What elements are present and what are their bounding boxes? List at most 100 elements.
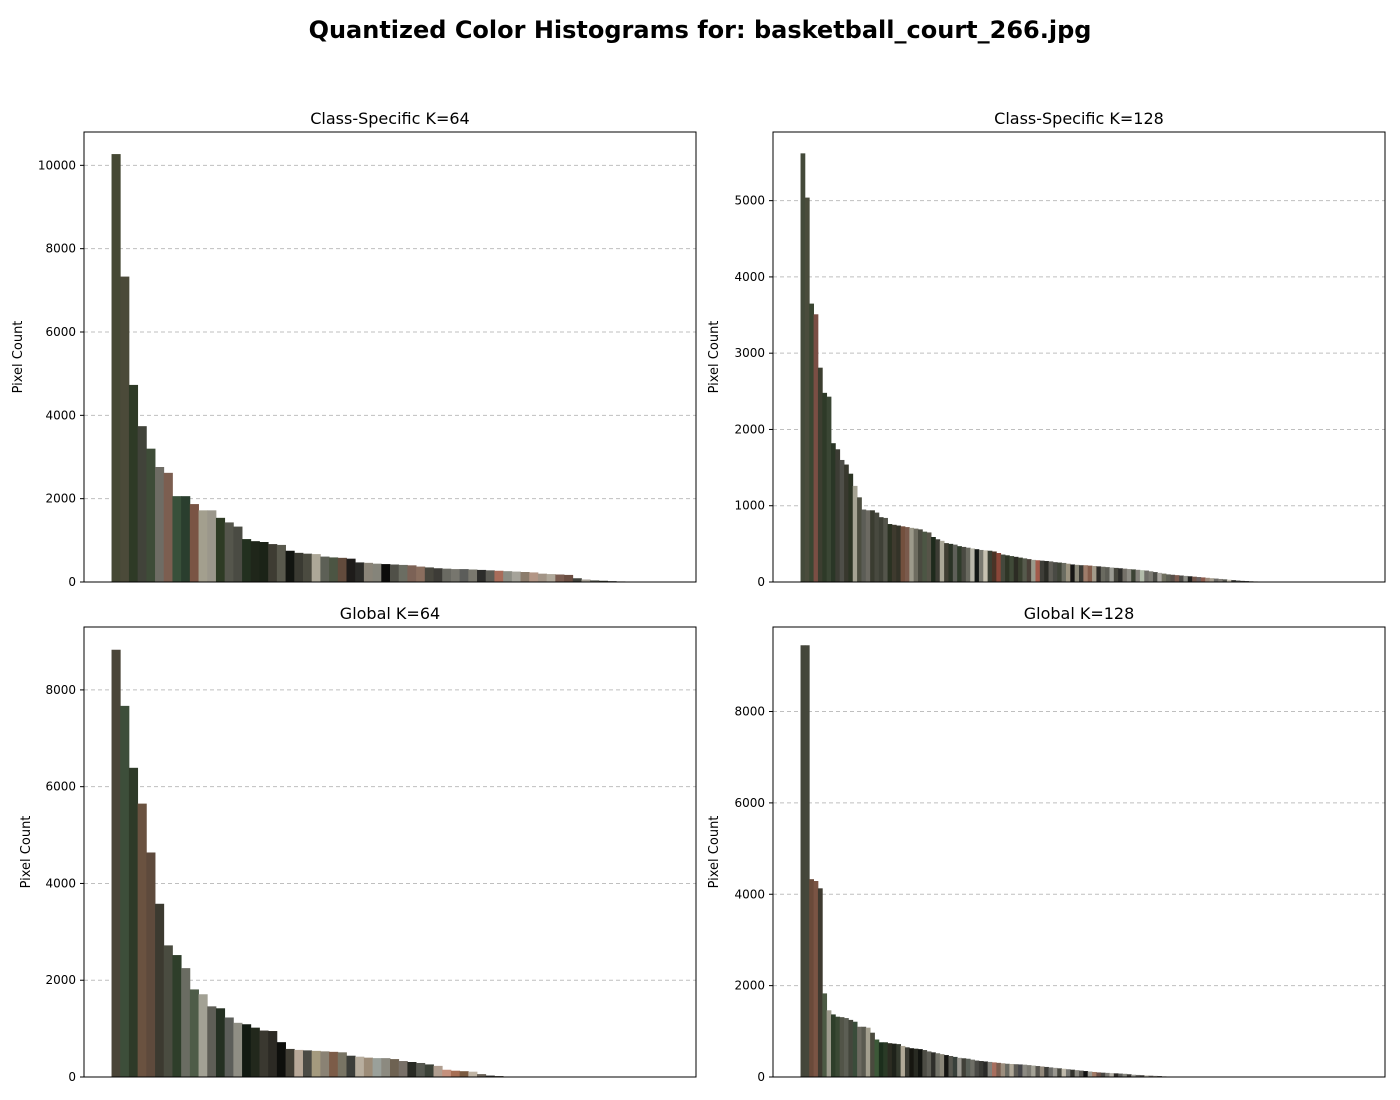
bar-48 [1009, 1063, 1015, 1077]
bar-53 [1031, 559, 1036, 582]
bar-47 [1005, 555, 1010, 582]
bar-18 [878, 1042, 884, 1077]
chart-panel-global-k128: 0 2000 4000 6000 8000 Global K=128 Pixel Count [707, 604, 1386, 1084]
bar-39 [970, 548, 975, 582]
bar-68 [1096, 566, 1102, 582]
bar-26 [913, 528, 919, 582]
bar-80 [1148, 1075, 1154, 1077]
bar-35 [952, 544, 958, 582]
bar-13 [857, 1026, 862, 1077]
bar-17 [259, 1030, 269, 1077]
bar-24 [320, 1051, 330, 1077]
bar-10 [844, 1018, 849, 1077]
bar-3 [137, 426, 147, 582]
bar-25 [909, 1048, 915, 1077]
bar-83 [1161, 573, 1167, 582]
bar-39 [450, 1070, 461, 1077]
bar-6 [826, 396, 832, 582]
bar-4 [817, 888, 823, 1077]
bar-16 [870, 1032, 875, 1077]
bar-10 [198, 994, 208, 1077]
bar-66 [1087, 1071, 1093, 1077]
bar-80 [1148, 571, 1154, 582]
bar-60 [1061, 1068, 1067, 1077]
panel-title: Global K=64 [340, 604, 440, 623]
y-tick-label: 2000 [734, 422, 765, 436]
bar-36 [424, 1064, 434, 1077]
bar-72 [1113, 567, 1119, 582]
bar-34 [407, 1062, 417, 1077]
bar-1 [120, 276, 130, 582]
bar-23 [900, 1045, 906, 1077]
bar-4 [817, 367, 823, 582]
bar-42 [983, 550, 989, 582]
bar-53 [1031, 1065, 1036, 1077]
bar-44 [991, 1062, 997, 1077]
bar-59 [1057, 562, 1062, 582]
bar-69 [1100, 1072, 1106, 1077]
bar-51 [1022, 558, 1028, 582]
bar-93 [1205, 577, 1210, 582]
bar-33 [398, 564, 408, 582]
bar-48 [529, 572, 539, 582]
y-tick-label: 2000 [45, 973, 76, 987]
bar-22 [302, 553, 313, 582]
bar-0 [111, 649, 121, 1077]
bar-5 [822, 392, 828, 582]
bar-52 [1026, 559, 1032, 582]
y-axis-label: Pixel Count [707, 321, 722, 394]
bar-84 [1166, 574, 1171, 582]
bar-25 [909, 527, 915, 582]
bar-36 [957, 1057, 962, 1077]
bar-21 [891, 1043, 897, 1077]
bar-91 [1196, 577, 1202, 582]
bar-30 [372, 563, 382, 582]
bar-40 [459, 569, 469, 582]
bar-27 [918, 1049, 923, 1077]
bar-61 [1065, 1069, 1071, 1077]
bar-43 [485, 570, 495, 582]
bar-32 [390, 564, 400, 582]
bar-38 [442, 568, 452, 582]
bar-21 [294, 552, 304, 582]
bar-34 [948, 543, 954, 582]
bar-32 [390, 1059, 400, 1077]
bar-65 [1083, 565, 1089, 582]
bar-49 [537, 573, 548, 582]
bar-19 [276, 1042, 286, 1077]
bar-54 [1035, 1066, 1041, 1077]
y-tick-label: 2000 [45, 492, 76, 506]
chart-panel-global-k64: 0 2000 4000 6000 8000 Global K=64 Pixel Count [19, 604, 697, 1084]
bar-15 [242, 539, 252, 582]
bar-2 [128, 767, 139, 1077]
y-axis-label: Pixel Count [707, 816, 722, 889]
bar-87 [1179, 575, 1184, 582]
bar-18 [268, 544, 278, 582]
bar-13 [857, 497, 862, 582]
bar-25 [329, 557, 339, 582]
bar-5 [822, 993, 828, 1077]
bar-23 [311, 1050, 321, 1077]
bar-28 [355, 1056, 365, 1077]
y-tick-label: 4000 [734, 887, 765, 901]
bar-10 [198, 510, 208, 582]
bar-24 [320, 556, 330, 582]
bar-42 [477, 569, 487, 582]
bar-63 [1074, 564, 1080, 582]
bar-1 [804, 197, 810, 583]
bar-27 [346, 558, 356, 582]
bar-1 [804, 645, 810, 1077]
bar-11 [848, 473, 854, 582]
bar-5 [155, 903, 165, 1077]
bar-9 [839, 459, 845, 582]
bar-14 [861, 509, 867, 582]
axes-frame [83, 131, 697, 583]
bar-19 [276, 544, 286, 582]
bar-50 [1018, 1064, 1023, 1077]
y-tick-label: 6000 [45, 325, 76, 339]
bar-22 [896, 525, 902, 582]
bar-51 [1022, 1064, 1028, 1077]
y-axis-label: Pixel Count [11, 321, 26, 394]
bar-12 [215, 517, 226, 582]
bar-49 [1013, 1064, 1019, 1077]
